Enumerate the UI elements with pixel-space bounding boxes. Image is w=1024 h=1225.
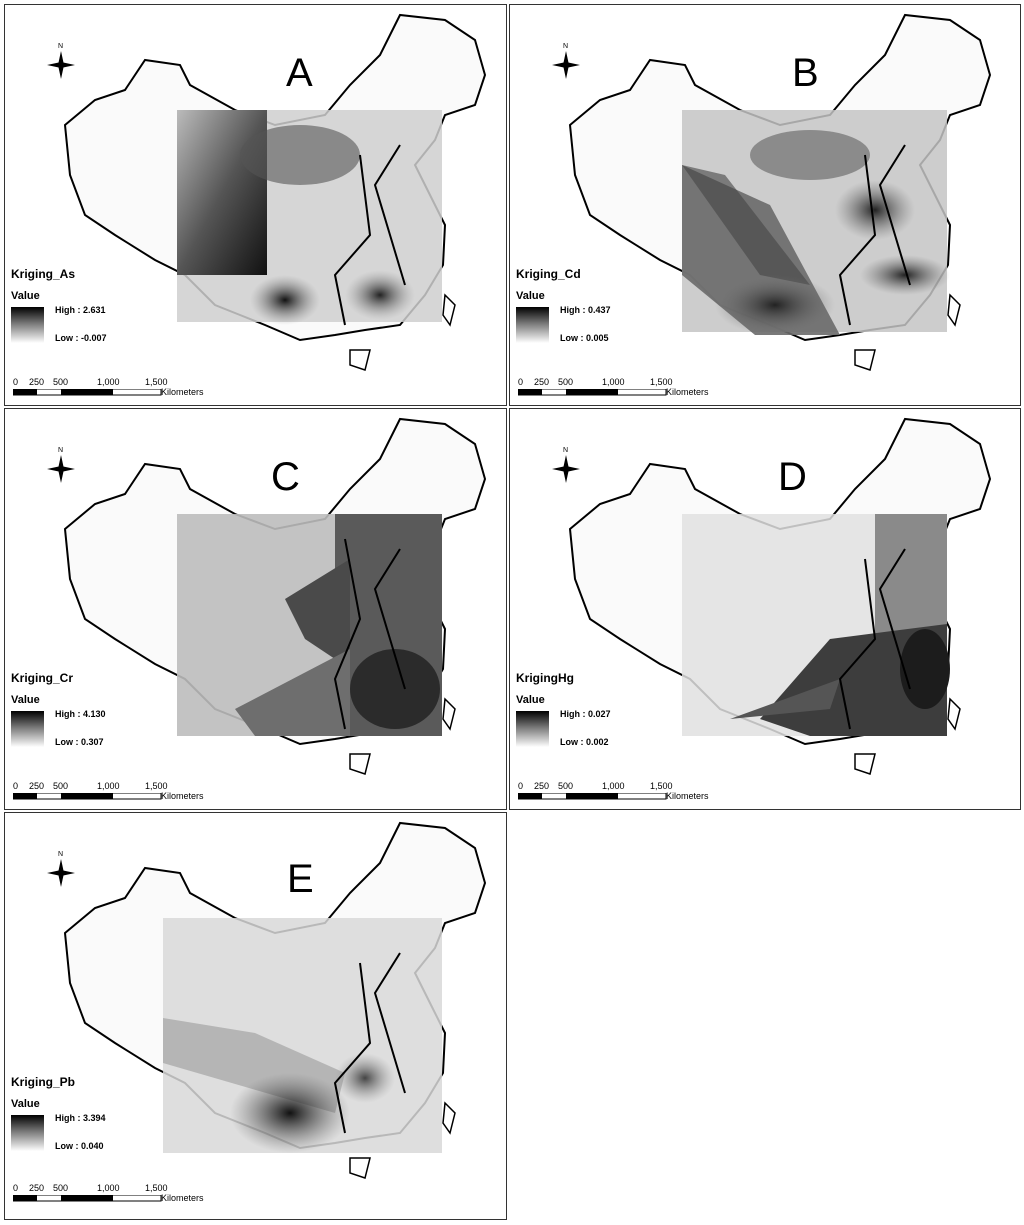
china-map-d	[568, 417, 992, 775]
panel-letter: C	[271, 455, 300, 499]
legend-high: High : 2.631	[55, 305, 106, 315]
legend-color-ramp	[11, 307, 44, 343]
scale-tick: 500	[53, 1183, 69, 1193]
scale-tick: 0	[13, 781, 19, 791]
panel-letter: A	[286, 51, 313, 95]
scale-bar-graphic	[13, 1195, 162, 1202]
north-arrow-icon	[47, 455, 75, 483]
legend-title: Kriging_Pb	[11, 1075, 76, 1089]
scale-tick: 500	[53, 781, 69, 791]
scale-bar-graphic	[13, 793, 162, 800]
legend-value-label: Value	[516, 290, 545, 302]
scale-tick: 0	[518, 781, 524, 791]
scale-tick: 500	[53, 377, 69, 387]
scale-labels: 0 250 500 1,000 1,500	[514, 377, 814, 391]
legend-low: Low : 0.040	[55, 1141, 104, 1151]
map-panel-d: N D KrigingHg Value High : 0.027 Low : 0…	[509, 408, 1021, 810]
china-map-a	[63, 13, 487, 371]
legend-title: Kriging_Cr	[11, 671, 74, 685]
scale-unit: Kilometers	[161, 791, 204, 801]
scale-tick: 0	[13, 1183, 19, 1193]
scale-bar-graphic	[518, 793, 667, 800]
legend-high: High : 0.027	[560, 709, 611, 719]
scale-bar-graphic	[13, 389, 162, 396]
china-map-c	[63, 417, 487, 775]
legend-low: Low : 0.002	[560, 737, 609, 747]
panel-letter: B	[792, 51, 819, 95]
legend-value-label: Value	[11, 290, 40, 302]
north-label: N	[563, 43, 569, 50]
map-panel-a: N A Kriging_As Value High : 2.631 Low : …	[4, 4, 507, 406]
scale-tick: 250	[29, 781, 45, 791]
scale-labels: 0 250 500 1,000 1,500	[9, 377, 309, 391]
north-arrow-icon	[47, 51, 75, 79]
legend-value-label: Value	[11, 694, 40, 706]
legend-high: High : 4.130	[55, 709, 106, 719]
legend-color-ramp	[11, 711, 44, 747]
legend-low: Low : 0.307	[55, 737, 104, 747]
legend-title: Kriging_Cd	[516, 267, 581, 281]
legend-title: Kriging_As	[11, 267, 76, 281]
legend-color-ramp	[516, 711, 549, 747]
scale-unit: Kilometers	[161, 1193, 204, 1203]
legend-title: KrigingHg	[516, 671, 574, 685]
north-arrow-icon	[552, 455, 580, 483]
legend-value-label: Value	[11, 1098, 40, 1110]
scale-tick: 1,000	[97, 377, 120, 387]
legend-value-label: Value	[516, 694, 545, 706]
legend-high: High : 3.394	[55, 1113, 106, 1123]
panel-letter: E	[287, 857, 314, 901]
legend-high: High : 0.437	[560, 305, 611, 315]
map-panel-c: N C Kriging_Cr Value High : 4.130 Low : …	[4, 408, 507, 810]
north-arrow-icon	[552, 51, 580, 79]
scale-tick: 1,000	[97, 1183, 120, 1193]
map-panel-e: N E Kriging_Pb Value High : 3.394 Low : …	[4, 812, 507, 1220]
scale-tick: 1,000	[602, 781, 625, 791]
scale-tick: 1,500	[145, 1183, 168, 1193]
scale-labels: 0 250 500 1,000 1,500	[9, 781, 309, 795]
scale-tick: 250	[534, 781, 550, 791]
panel-letter: D	[778, 455, 807, 499]
north-label: N	[58, 43, 64, 50]
scale-tick: 1,500	[145, 377, 168, 387]
scale-tick: 500	[558, 377, 574, 387]
legend-low: Low : -0.007	[55, 333, 107, 343]
scale-tick: 250	[29, 377, 45, 387]
scale-labels: 0 250 500 1,000 1,500	[9, 1183, 309, 1197]
scale-tick: 1,500	[650, 377, 673, 387]
scale-tick: 1,500	[650, 781, 673, 791]
scale-tick: 1,000	[602, 377, 625, 387]
legend-color-ramp	[516, 307, 549, 343]
scale-tick: 250	[29, 1183, 45, 1193]
scale-bar-graphic	[518, 389, 667, 396]
scale-unit: Kilometers	[666, 791, 709, 801]
china-map-e	[63, 821, 487, 1179]
scale-tick: 1,500	[145, 781, 168, 791]
china-map-b	[568, 13, 992, 371]
north-label: N	[58, 447, 64, 454]
scale-tick: 500	[558, 781, 574, 791]
scale-tick: 0	[13, 377, 19, 387]
north-label: N	[563, 447, 569, 454]
scale-unit: Kilometers	[666, 387, 709, 397]
north-arrow-icon	[47, 859, 75, 887]
scale-tick: 250	[534, 377, 550, 387]
legend-color-ramp	[11, 1115, 44, 1151]
legend-low: Low : 0.005	[560, 333, 609, 343]
map-panel-b: N B Kriging_Cd Value High : 0.437 Low : …	[509, 4, 1021, 406]
scale-unit: Kilometers	[161, 387, 204, 397]
scale-tick: 1,000	[97, 781, 120, 791]
scale-tick: 0	[518, 377, 524, 387]
north-label: N	[58, 851, 64, 858]
scale-labels: 0 250 500 1,000 1,500	[514, 781, 814, 795]
